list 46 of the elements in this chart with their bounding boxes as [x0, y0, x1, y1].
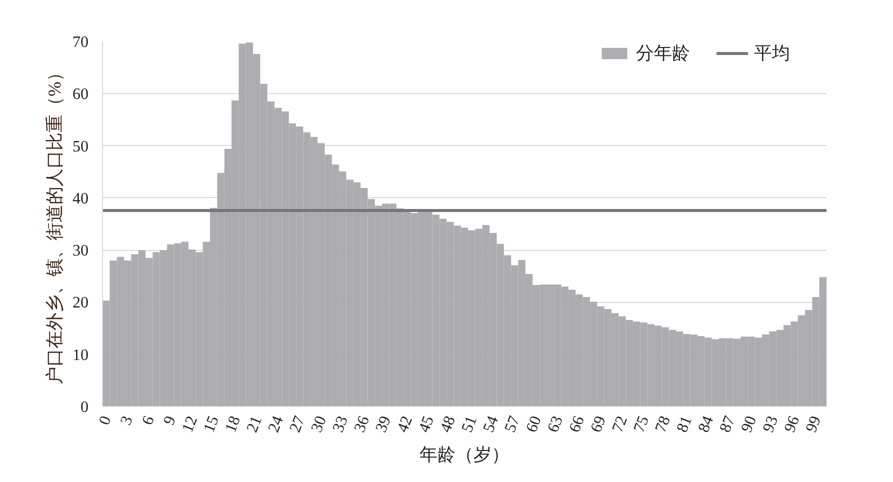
legend-label: 平均: [754, 42, 791, 65]
x-tick-label: 12: [179, 414, 201, 435]
x-tick-label: 6: [139, 414, 158, 428]
x-tick-label: 54: [480, 414, 502, 435]
y-tick-label: 60: [72, 86, 88, 104]
y-tick-label: 50: [72, 138, 88, 156]
x-tick-label: 96: [781, 414, 804, 435]
y-tick-label: 70: [72, 34, 88, 51]
y-tick-label: 30: [72, 242, 88, 260]
x-tick-label: 57: [502, 414, 524, 435]
x-tick-label: 87: [716, 414, 739, 435]
x-tick-label: 81: [674, 414, 696, 435]
x-tick-label: 30: [308, 414, 330, 435]
x-axis-title: 年龄（岁）: [420, 444, 510, 464]
x-tick-label: 66: [566, 414, 588, 435]
y-tick-label: 20: [72, 294, 88, 312]
y-axis-title: 户口在外乡、镇、街道的人口比重（%）: [44, 63, 64, 384]
x-tick-label: 27: [286, 414, 308, 435]
x-tick-label: 84: [695, 414, 718, 435]
x-tick-label: 72: [609, 414, 632, 435]
x-tick-label: 18: [222, 414, 244, 435]
y-tick-label: 10: [72, 346, 88, 364]
x-tick-label: 45: [416, 414, 438, 435]
x-tick-label: 3: [118, 414, 136, 428]
y-tick-label: 40: [72, 190, 88, 208]
x-tick-label: 60: [523, 414, 546, 435]
x-tick-label: 39: [372, 414, 395, 435]
x-tick-label: 51: [458, 414, 481, 435]
x-tick-label: 9: [160, 414, 180, 428]
x-tick-label: 99: [802, 414, 825, 435]
x-tick-label: 48: [437, 414, 460, 435]
x-tick-label: 78: [652, 414, 674, 435]
x-tick-label: 63: [544, 414, 567, 435]
x-tick-label: 75: [630, 414, 653, 435]
x-tick-label: 36: [351, 414, 373, 435]
x-tick-label: 90: [738, 414, 760, 435]
y-tick-label: 0: [80, 399, 88, 416]
x-tick-label: 93: [760, 414, 782, 435]
x-tick-label: 21: [244, 414, 266, 435]
x-tick-label: 69: [588, 414, 610, 435]
legend-label: 分年龄: [636, 42, 691, 65]
x-tick-label: 15: [200, 414, 222, 435]
x-tick-label: 24: [265, 414, 287, 435]
x-tick-label: 33: [330, 414, 352, 435]
x-tick-label: 0: [96, 414, 115, 428]
x-tick-label: 42: [394, 414, 416, 435]
